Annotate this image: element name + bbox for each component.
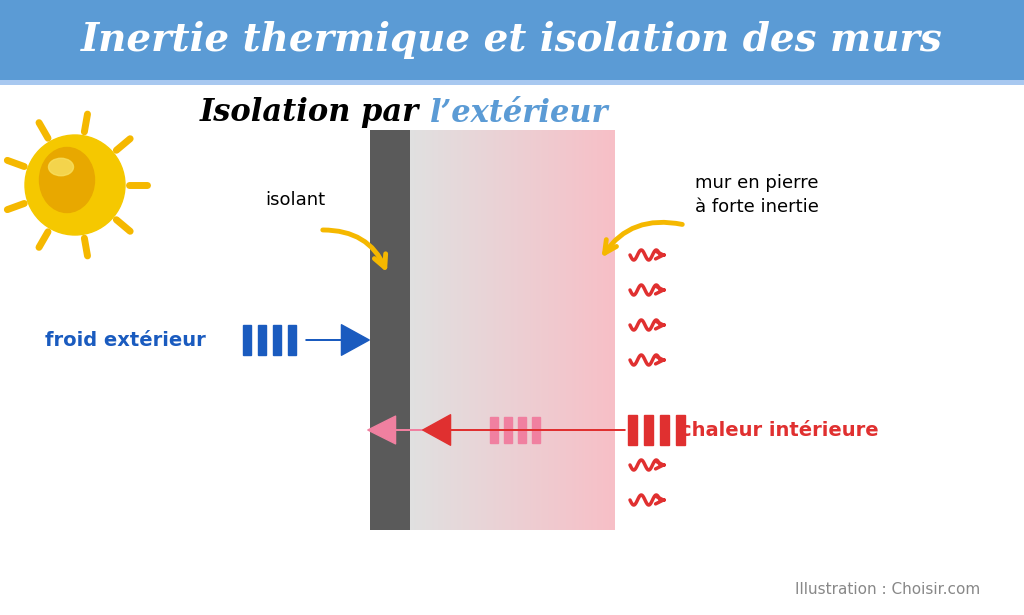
FancyArrowPatch shape — [306, 325, 370, 355]
Bar — [518, 417, 526, 443]
Text: l’extérieur: l’extérieur — [430, 98, 608, 129]
Bar — [660, 415, 669, 445]
Bar — [628, 415, 637, 445]
Circle shape — [25, 135, 125, 235]
FancyArrowPatch shape — [368, 416, 487, 444]
Bar — [243, 325, 251, 355]
Ellipse shape — [48, 158, 74, 176]
Text: isolant: isolant — [265, 191, 325, 209]
Bar — [273, 325, 281, 355]
Ellipse shape — [40, 148, 94, 213]
Text: Inertie thermique et isolation des murs: Inertie thermique et isolation des murs — [81, 21, 943, 59]
Bar — [370, 130, 410, 530]
Bar — [0, 0, 1024, 80]
Text: Isolation par: Isolation par — [200, 98, 430, 129]
Bar — [0, 80, 1024, 85]
Text: chaleur intérieure: chaleur intérieure — [680, 421, 879, 440]
Bar — [288, 325, 296, 355]
Bar — [676, 415, 685, 445]
Text: froid extérieur: froid extérieur — [45, 330, 206, 349]
Bar — [644, 415, 653, 445]
Text: mur en pierre
à forte inertie: mur en pierre à forte inertie — [695, 173, 819, 216]
FancyArrowPatch shape — [604, 222, 682, 253]
FancyArrowPatch shape — [323, 230, 386, 268]
Bar — [258, 325, 266, 355]
Bar — [532, 417, 540, 443]
FancyArrowPatch shape — [423, 415, 626, 445]
Bar — [504, 417, 512, 443]
Text: Illustration : Choisir.com: Illustration : Choisir.com — [795, 582, 980, 598]
Bar — [490, 417, 498, 443]
